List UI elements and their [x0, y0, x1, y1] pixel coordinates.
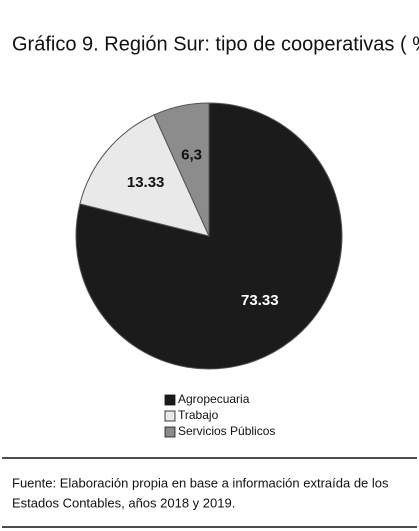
legend-label: Servicios Públicos — [178, 424, 275, 438]
pie-slice — [79, 114, 210, 237]
legend-swatch — [164, 426, 176, 438]
data-label: 73.33 — [241, 292, 279, 309]
data-label: 13.33 — [127, 174, 165, 191]
legend-label: Agropecuaria — [178, 392, 250, 406]
chart-title: Gráfico 9. Región Sur: tipo de cooperati… — [12, 33, 419, 55]
legend-label: Trabajo — [178, 408, 219, 422]
legend-swatch — [164, 410, 176, 422]
legend-swatch — [164, 394, 176, 406]
footnote: Fuente: Elaboración propia en base a inf… — [12, 475, 389, 490]
data-label: 6,3 — [181, 146, 202, 163]
pie-slice — [153, 102, 210, 237]
footnote: Estados Contables, años 2018 y 2019. — [12, 495, 235, 510]
